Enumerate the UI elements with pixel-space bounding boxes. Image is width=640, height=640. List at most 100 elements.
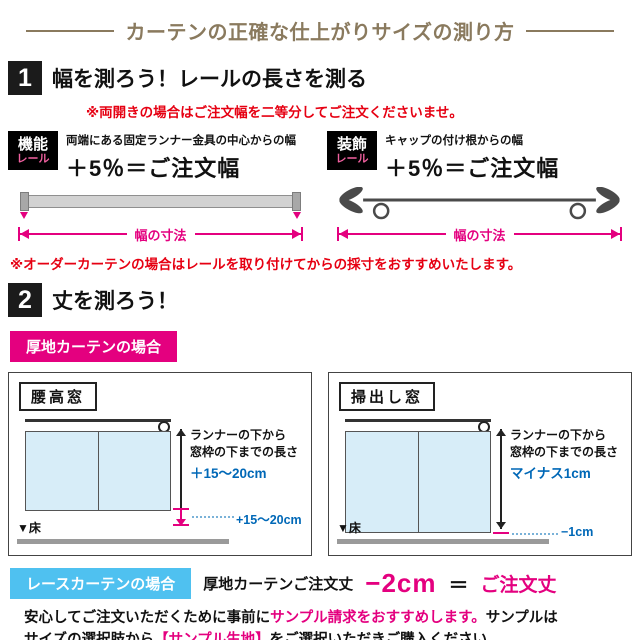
functional-rail-tag-bottom: レール bbox=[16, 153, 50, 166]
sweep-window-title: 掃出し窓 bbox=[339, 382, 436, 411]
functional-rail-formula: ＋5％＝ご注文幅 bbox=[66, 156, 241, 181]
section2-number-badge: 2 bbox=[8, 283, 42, 317]
curtain-panels bbox=[25, 431, 171, 511]
waist-window-adjustment: ＋15〜20cm bbox=[190, 465, 267, 481]
decorative-rail-diagram bbox=[329, 187, 630, 223]
curtain-panel-right bbox=[418, 431, 491, 533]
sweep-window-adjustment: マイナス1cm bbox=[510, 465, 591, 481]
footer-seg6: をご選択いただきご購入ください。 bbox=[270, 632, 502, 640]
functional-rail-tag-top: 機能 bbox=[17, 136, 48, 153]
footer-line1: 安心してご注文いただくために事前にサンプル請求をおすすめします。サンプルは bbox=[24, 607, 632, 629]
curtain-panel-right bbox=[98, 431, 171, 511]
decorative-width-dimension: 幅の寸法 bbox=[337, 223, 623, 245]
functional-rail-text: 両端にある固定ランナー金具の中心からの幅 ＋5％＝ご注文幅 bbox=[66, 131, 313, 183]
lace-formula-base: 厚地カーテンご注文丈 bbox=[203, 576, 354, 593]
functional-rail-head: 機能 レール 両端にある固定ランナー金具の中心からの幅 ＋5％＝ご注文幅 bbox=[8, 131, 313, 183]
section2-title: 丈を測ろう！ bbox=[52, 290, 178, 313]
decorative-rail-tag: 装飾 レール bbox=[327, 131, 377, 170]
footer-seg2: サンプル請求をおすすめします。 bbox=[270, 610, 486, 626]
section1-header: 1 幅を測ろう！レールの長さを測る bbox=[8, 61, 632, 95]
dimension-arrow-right-icon bbox=[194, 229, 302, 239]
rail-end-cap-right bbox=[292, 192, 301, 211]
dimension-tick-right bbox=[620, 227, 623, 241]
floor-line bbox=[17, 539, 229, 544]
down-arrow-left-icon bbox=[20, 212, 28, 219]
section1-title: 幅を測ろう！レールの長さを測る bbox=[52, 68, 367, 91]
down-arrow-right-icon bbox=[293, 212, 301, 219]
floor-label: ▼床 bbox=[17, 521, 41, 535]
measure-tick-upper bbox=[173, 508, 189, 510]
footer-line2: サイズの選択肢から【サンプル生地】をご選択いただきご購入ください。 bbox=[24, 629, 632, 640]
window-diagrams: 腰高窓 ランナーの下から 窓枠の下までの長さ ＋15〜20cm +15〜20cm… bbox=[8, 372, 632, 556]
decorative-rail-drawing bbox=[339, 187, 620, 220]
page-header: カーテンの正確な仕上がりサイズの測り方 bbox=[8, 16, 632, 45]
leader-line bbox=[512, 533, 558, 535]
section2-header: 2 丈を測ろう！ bbox=[8, 283, 632, 317]
decorative-rail-tag-bottom: レール bbox=[335, 153, 369, 166]
dimension-arrow-left-icon bbox=[20, 229, 127, 239]
footer-seg3: サンプルは bbox=[485, 610, 558, 626]
rail-panels: 機能 レール 両端にある固定ランナー金具の中心からの幅 ＋5％＝ご注文幅 幅の寸… bbox=[8, 131, 632, 245]
header-rule-left-icon bbox=[25, 29, 114, 32]
dimension-tick-left bbox=[18, 227, 20, 241]
dimension-arrow-right-icon bbox=[513, 229, 621, 239]
functional-width-dimension-label: 幅の寸法 bbox=[134, 227, 187, 243]
rail-bar bbox=[26, 195, 295, 208]
decorative-rail-tag-top: 装飾 bbox=[336, 136, 367, 153]
desc-line2: 窓枠の下までの長さ bbox=[510, 445, 619, 460]
decorative-rail-head: 装飾 レール キャップの付け根からの幅 ＋5％＝ご注文幅 bbox=[327, 131, 632, 183]
curtain-panel-left bbox=[25, 431, 99, 511]
floor-label: ▼床 bbox=[337, 521, 361, 535]
footer-seg4: サイズの選択肢から bbox=[24, 632, 154, 640]
section1-number-badge: 1 bbox=[8, 61, 42, 95]
footer-seg5: 【サンプル生地】 bbox=[154, 632, 270, 640]
decorative-width-dimension-label: 幅の寸法 bbox=[453, 227, 506, 243]
functional-width-dimension: 幅の寸法 bbox=[18, 223, 304, 245]
lace-formula-equals: ＝ bbox=[448, 575, 469, 597]
lace-formula-result: ご注文丈 bbox=[480, 575, 557, 596]
measure-tick-hem bbox=[493, 532, 509, 534]
functional-rail-panel: 機能 レール 両端にある固定ランナー金具の中心からの幅 ＋5％＝ご注文幅 幅の寸… bbox=[8, 131, 313, 245]
lace-curtain-row: レースカーテンの場合 厚地カーテンご注文丈 −2cm ＝ ご注文丈 bbox=[10, 568, 632, 599]
curtain-panels bbox=[345, 431, 491, 533]
waist-window-diagram: 腰高窓 ランナーの下から 窓枠の下までの長さ ＋15〜20cm +15〜20cm… bbox=[8, 372, 312, 556]
waist-window-description: ランナーの下から 窓枠の下までの長さ ＋15〜20cm bbox=[190, 427, 298, 483]
leader-line bbox=[192, 516, 234, 518]
desc-line2: 窓枠の下までの長さ bbox=[190, 445, 299, 460]
header-rule-right-icon bbox=[526, 29, 615, 32]
curtain-rail bbox=[25, 419, 171, 422]
sweep-window-diagram: 掃出し窓 ランナーの下から 窓枠の下までの長さ マイナス1cm −1cm ▼床 bbox=[328, 372, 632, 556]
functional-rail-diagram bbox=[10, 187, 311, 223]
decorative-rail-panel: 装飾 レール キャップの付け根からの幅 ＋5％＝ご注文幅 bbox=[327, 131, 632, 245]
extension-measure-arrow bbox=[176, 509, 186, 526]
waist-window-annotation: +15〜20cm bbox=[236, 513, 302, 527]
desc-line1: ランナーの下から bbox=[190, 428, 287, 442]
section1-note: ※両開きの場合はご注文幅を二等分してご注文くださいませ。 bbox=[86, 105, 463, 120]
length-measure-arrow bbox=[496, 429, 506, 529]
section1-bottom-note: ※オーダーカーテンの場合はレールを取り付けてからの採寸をおすすめいたします。 bbox=[10, 257, 522, 272]
lace-curtain-label: レースカーテンの場合 bbox=[10, 568, 192, 599]
thick-curtain-label: 厚地カーテンの場合 bbox=[10, 331, 178, 362]
functional-rail-description: 両端にある固定ランナー金具の中心からの幅 bbox=[66, 135, 296, 147]
dimension-tick-right bbox=[301, 227, 304, 241]
dimension-tick-left bbox=[337, 227, 339, 241]
floor-line bbox=[337, 539, 549, 544]
lace-formula-minus: −2cm bbox=[365, 568, 437, 598]
sample-request-note: 安心してご注文いただくために事前にサンプル請求をおすすめします。サンプルは サイ… bbox=[24, 607, 632, 640]
footer-seg1: 安心してご注文いただくために事前に bbox=[24, 610, 271, 626]
decorative-rail-description: キャップの付け根からの幅 bbox=[385, 135, 523, 147]
page-title: カーテンの正確な仕上がりサイズの測り方 bbox=[125, 22, 515, 44]
measure-tick-lower bbox=[173, 524, 189, 526]
sweep-window-description: ランナーの下から 窓枠の下までの長さ マイナス1cm bbox=[510, 427, 618, 483]
length-measure-arrow bbox=[176, 429, 186, 509]
desc-line1: ランナーの下から bbox=[510, 428, 607, 442]
curtain-rail bbox=[345, 419, 491, 422]
dimension-arrow-left-icon bbox=[339, 229, 446, 239]
waist-window-title: 腰高窓 bbox=[19, 382, 98, 411]
decorative-rail-formula: ＋5％＝ご注文幅 bbox=[385, 156, 560, 181]
decorative-rail-text: キャップの付け根からの幅 ＋5％＝ご注文幅 bbox=[385, 131, 632, 183]
rail-end-cap-left bbox=[20, 192, 29, 211]
sweep-window-annotation: −1cm bbox=[561, 525, 594, 539]
curtain-panel-left bbox=[345, 431, 419, 533]
